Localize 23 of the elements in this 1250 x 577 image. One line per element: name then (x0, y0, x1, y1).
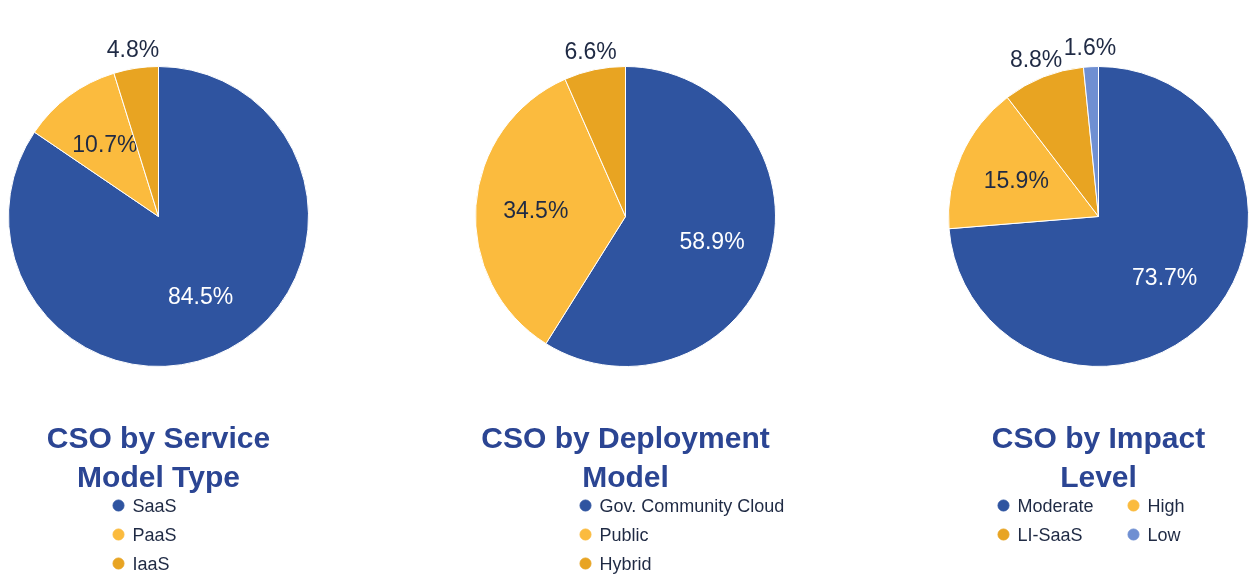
text: CSO by Impact Level (991, 420, 1206, 494)
data-label: 15.9% (983, 166, 1049, 193)
legend-label: IaaS (132, 553, 170, 574)
legend-label: Public (599, 524, 649, 545)
legend-label: Low (1147, 524, 1182, 545)
legend-label: Gov. Community Cloud (599, 495, 785, 516)
legend-label: LI-SaaS (1017, 524, 1083, 545)
text: CSO by Service Model Type (46, 420, 271, 494)
data-label: 73.7% (1132, 264, 1198, 291)
data-label: 58.9% (679, 228, 745, 255)
data-label: 8.8% (1009, 45, 1063, 72)
legend-label: Hybrid (599, 553, 652, 574)
legend-label: PaaS (132, 524, 177, 545)
data-label: 4.8% (106, 35, 160, 62)
legend-label: SaaS (132, 495, 177, 516)
data-label: 10.7% (72, 131, 138, 158)
data-label: 1.6% (1063, 34, 1117, 61)
data-label: 34.5% (503, 197, 569, 223)
data-label: 84.5% (168, 283, 234, 310)
legend-label: Moderate (1017, 495, 1094, 516)
data-label: 6.6% (564, 37, 617, 64)
legend-label: High (1147, 495, 1185, 516)
text: CSO by Deployment Model (481, 420, 770, 494)
